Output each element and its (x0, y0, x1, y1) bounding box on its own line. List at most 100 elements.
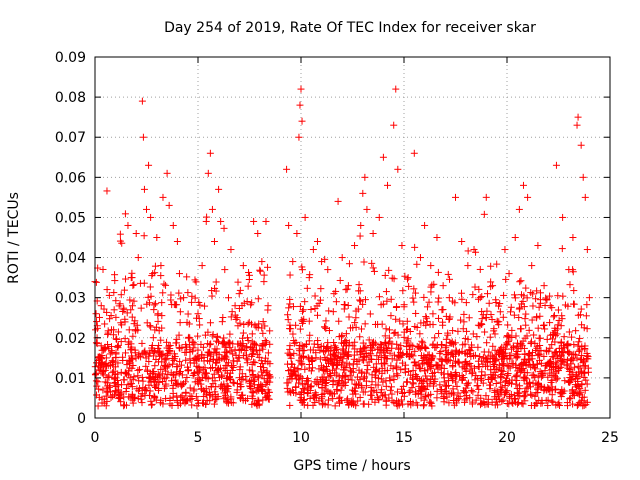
data-point (261, 389, 269, 397)
data-point (235, 290, 243, 298)
data-point (290, 349, 298, 357)
data-point (247, 301, 255, 309)
data-point (305, 355, 313, 363)
data-point (201, 369, 209, 377)
data-point (156, 399, 164, 407)
data-point (165, 361, 173, 369)
data-point (474, 362, 482, 370)
data-point (502, 275, 510, 283)
data-point (387, 295, 395, 303)
data-point (329, 380, 337, 388)
data-point (360, 258, 368, 266)
data-point (236, 319, 244, 327)
data-point (496, 308, 504, 316)
data-point (507, 303, 515, 311)
data-point (429, 310, 437, 318)
data-point (249, 349, 257, 357)
data-point (254, 324, 262, 332)
data-point (536, 367, 544, 375)
data-point (420, 293, 428, 301)
data-point (352, 323, 360, 331)
data-point (154, 386, 162, 394)
data-point (131, 317, 139, 325)
x-tick-label: 0 (91, 430, 100, 446)
data-point (238, 370, 246, 378)
data-point (300, 386, 308, 394)
data-point (374, 345, 382, 353)
data-point (385, 266, 393, 274)
data-point (317, 285, 325, 293)
data-point (342, 330, 350, 338)
data-point (231, 311, 239, 319)
data-point (569, 234, 577, 241)
data-point (157, 351, 165, 359)
data-point (232, 315, 240, 323)
data-point (239, 334, 247, 342)
data-point (559, 292, 567, 300)
data-point (98, 399, 106, 407)
data-point (502, 374, 510, 382)
data-point (112, 297, 120, 305)
data-point (388, 355, 396, 363)
data-point (406, 398, 414, 406)
data-point (298, 307, 306, 315)
data-point (142, 362, 150, 370)
data-point (166, 394, 174, 402)
data-point (210, 238, 218, 246)
data-point (378, 386, 386, 394)
data-point (418, 343, 426, 351)
data-point (480, 398, 488, 406)
data-point (138, 339, 146, 347)
data-point (492, 296, 500, 304)
data-point (186, 355, 194, 363)
data-point (199, 343, 207, 351)
data-point (443, 350, 451, 358)
y-axis-label: ROTI / TECUs (6, 192, 22, 284)
data-point (521, 387, 529, 395)
data-point (403, 378, 411, 386)
data-point (173, 238, 181, 246)
data-point (286, 345, 294, 353)
data-point (192, 278, 200, 286)
data-point (390, 121, 398, 129)
data-point (382, 397, 390, 405)
data-point (539, 322, 547, 330)
data-point (445, 315, 453, 323)
data-point (520, 344, 528, 352)
data-point (513, 372, 521, 380)
data-point (120, 402, 128, 410)
data-point (362, 343, 370, 351)
data-point (173, 398, 181, 406)
data-point (578, 393, 586, 401)
data-point (194, 332, 202, 340)
data-point (390, 329, 398, 337)
data-point (465, 379, 473, 387)
data-point (514, 339, 522, 347)
data-point (120, 401, 128, 409)
data-point (286, 321, 294, 329)
data-point (137, 304, 145, 312)
data-point (581, 193, 589, 201)
data-point (296, 325, 304, 333)
data-point (300, 346, 308, 354)
data-point (304, 381, 312, 389)
data-point (105, 373, 113, 381)
data-point (491, 330, 499, 338)
data-point (459, 325, 467, 333)
data-point (182, 341, 190, 349)
data-point (425, 351, 433, 359)
data-point (353, 381, 361, 389)
data-point (553, 374, 561, 382)
data-point (295, 376, 303, 384)
data-point (185, 366, 193, 374)
data-point (349, 390, 357, 398)
data-point (213, 359, 221, 367)
data-point (127, 274, 135, 282)
data-point (107, 394, 115, 402)
data-point (374, 320, 382, 328)
data-point (226, 375, 234, 383)
data-point (161, 362, 169, 370)
data-point (423, 303, 431, 311)
data-point (266, 327, 274, 335)
data-point (554, 306, 562, 314)
